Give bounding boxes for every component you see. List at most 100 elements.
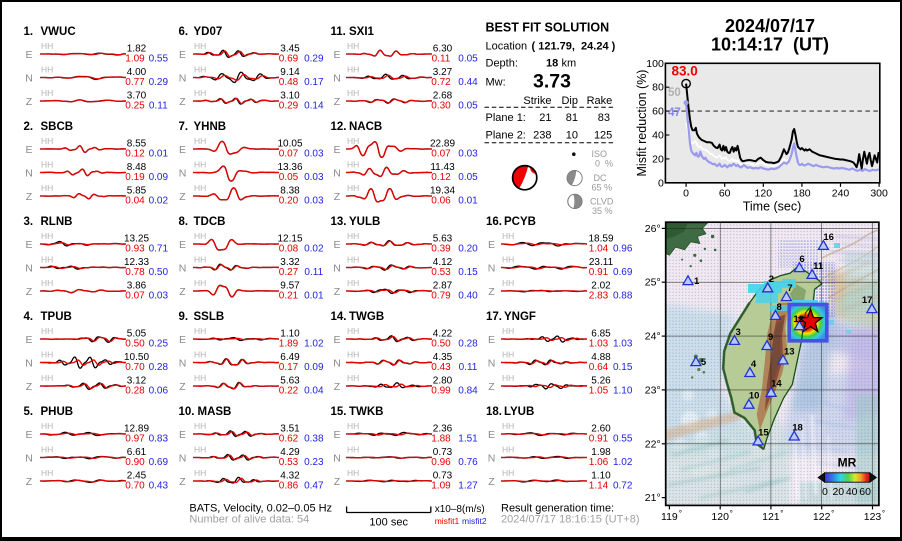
svg-text:40: 40	[652, 130, 664, 142]
svg-text:0.53: 0.53	[279, 457, 299, 468]
svg-text:0.12: 0.12	[431, 172, 451, 183]
svg-text:HH: HH	[41, 41, 53, 51]
svg-text:10: 10	[566, 130, 578, 142]
svg-text:0.02: 0.02	[304, 244, 324, 255]
svg-text:0.05: 0.05	[458, 172, 478, 183]
svg-text:0 %: 0 %	[595, 159, 613, 169]
svg-text:0.69: 0.69	[279, 54, 299, 65]
svg-text:misfit2: misfit2	[462, 516, 487, 526]
svg-text:1: 1	[694, 276, 700, 287]
svg-text:HH: HH	[194, 349, 206, 359]
svg-text:E: E	[333, 239, 340, 251]
svg-text:HH: HH	[347, 231, 359, 241]
svg-text:20: 20	[652, 153, 664, 165]
svg-text:3.70: 3.70	[127, 90, 147, 101]
svg-text:E: E	[179, 144, 186, 156]
svg-text:2024/07/17 18:16:15 (UT+8): 2024/07/17 18:16:15 (UT+8)	[501, 513, 640, 525]
svg-text:N: N	[333, 263, 341, 275]
svg-text:0.09: 0.09	[304, 362, 324, 373]
svg-text:5.26: 5.26	[591, 375, 611, 386]
svg-text:km: km	[562, 58, 577, 70]
svg-text:2.80: 2.80	[433, 375, 453, 386]
svg-text:0.73: 0.73	[433, 470, 453, 481]
svg-text:18.59: 18.59	[588, 233, 613, 244]
svg-text:Misfit reduction (%): Misfit reduction (%)	[635, 70, 649, 177]
svg-text:Z: Z	[26, 286, 33, 298]
svg-text:0.04: 0.04	[125, 196, 145, 207]
svg-text:N: N	[25, 168, 33, 180]
svg-text:2.: 2.	[24, 121, 34, 133]
svg-text:HH: HH	[194, 183, 206, 193]
svg-text:E: E	[25, 144, 32, 156]
svg-text:0.02: 0.02	[149, 196, 169, 207]
svg-text:2.02: 2.02	[591, 280, 611, 291]
svg-text:1.02: 1.02	[613, 457, 633, 468]
svg-text:0.53: 0.53	[431, 267, 451, 278]
svg-text:Location: Location	[486, 41, 528, 53]
svg-text:0.01: 0.01	[149, 149, 169, 160]
svg-text:0.79: 0.79	[431, 291, 451, 302]
svg-text:1.27: 1.27	[458, 481, 478, 492]
svg-text:Z: Z	[488, 381, 495, 393]
svg-text:0.93: 0.93	[125, 244, 145, 255]
svg-text:5.: 5.	[24, 406, 34, 418]
svg-text:47: 47	[668, 107, 681, 119]
svg-text:RLNB: RLNB	[41, 216, 73, 228]
svg-text:18: 18	[792, 422, 803, 433]
svg-text:8.48: 8.48	[127, 162, 147, 173]
svg-text:5.85: 5.85	[127, 185, 147, 196]
svg-text:2024/07/17: 2024/07/17	[725, 16, 815, 36]
svg-text:12.15: 12.15	[277, 233, 302, 244]
svg-text:E: E	[179, 239, 186, 251]
svg-text:Z: Z	[488, 286, 495, 298]
svg-text:2.87: 2.87	[433, 280, 453, 291]
svg-text:10.05: 10.05	[277, 138, 302, 149]
svg-text:14: 14	[771, 379, 782, 390]
svg-text:80: 80	[652, 82, 664, 94]
svg-text:6.61: 6.61	[127, 447, 147, 458]
svg-text:HH: HH	[41, 254, 53, 264]
svg-text:9: 9	[768, 332, 773, 343]
svg-text:NACB: NACB	[349, 121, 382, 133]
svg-text:23°: 23°	[645, 384, 661, 396]
svg-text:0.06: 0.06	[431, 196, 451, 207]
svg-text:LYUB: LYUB	[504, 406, 534, 418]
svg-text:Plane 2:: Plane 2:	[486, 130, 526, 142]
svg-text:BATS, Velocity, 0.02–0.05 Hz: BATS, Velocity, 0.02–0.05 Hz	[189, 502, 332, 514]
svg-text:12.: 12.	[331, 121, 347, 133]
svg-text:Z: Z	[334, 476, 341, 488]
svg-text:BEST FIT SOLUTION: BEST FIT SOLUTION	[486, 21, 610, 35]
svg-text:9.14: 9.14	[280, 67, 300, 78]
svg-text:4.00: 4.00	[127, 67, 147, 78]
svg-text:Rake: Rake	[587, 95, 613, 107]
svg-text:0.43: 0.43	[149, 481, 169, 492]
svg-text:0.39: 0.39	[431, 244, 451, 255]
svg-text:10:14:17 (UT): 10:14:17 (UT)	[711, 35, 829, 55]
svg-text:Z: Z	[179, 96, 186, 108]
svg-text:N: N	[333, 453, 341, 465]
svg-text:5.63: 5.63	[280, 375, 300, 386]
svg-text:12: 12	[793, 314, 804, 325]
svg-text:Z: Z	[26, 381, 33, 393]
svg-text:13.25: 13.25	[124, 233, 149, 244]
svg-text:misfit1: misfit1	[435, 516, 460, 526]
svg-text:N: N	[179, 263, 187, 275]
svg-text:40: 40	[846, 486, 858, 498]
svg-text:0.55: 0.55	[149, 54, 169, 65]
svg-text:HH: HH	[194, 468, 206, 478]
svg-text:0.96: 0.96	[613, 244, 633, 255]
svg-text:0.73: 0.73	[433, 447, 453, 458]
svg-text:0.27: 0.27	[279, 267, 299, 278]
svg-text:21°: 21°	[645, 492, 661, 504]
svg-text:HH: HH	[41, 231, 53, 241]
svg-text:0.76: 0.76	[458, 457, 478, 468]
svg-text:SXI1: SXI1	[349, 26, 375, 38]
svg-text:0.38: 0.38	[304, 434, 324, 445]
svg-text:0.25: 0.25	[149, 339, 169, 350]
svg-text:9.: 9.	[179, 311, 189, 323]
svg-text:( 121.79, 24.24 ): ( 121.79, 24.24 )	[532, 41, 616, 53]
svg-text:0.11: 0.11	[149, 101, 168, 112]
svg-text:Number of alive data: 54: Number of alive data: 54	[189, 514, 309, 526]
svg-text:18.: 18.	[486, 406, 502, 418]
svg-text:Z: Z	[334, 286, 341, 298]
